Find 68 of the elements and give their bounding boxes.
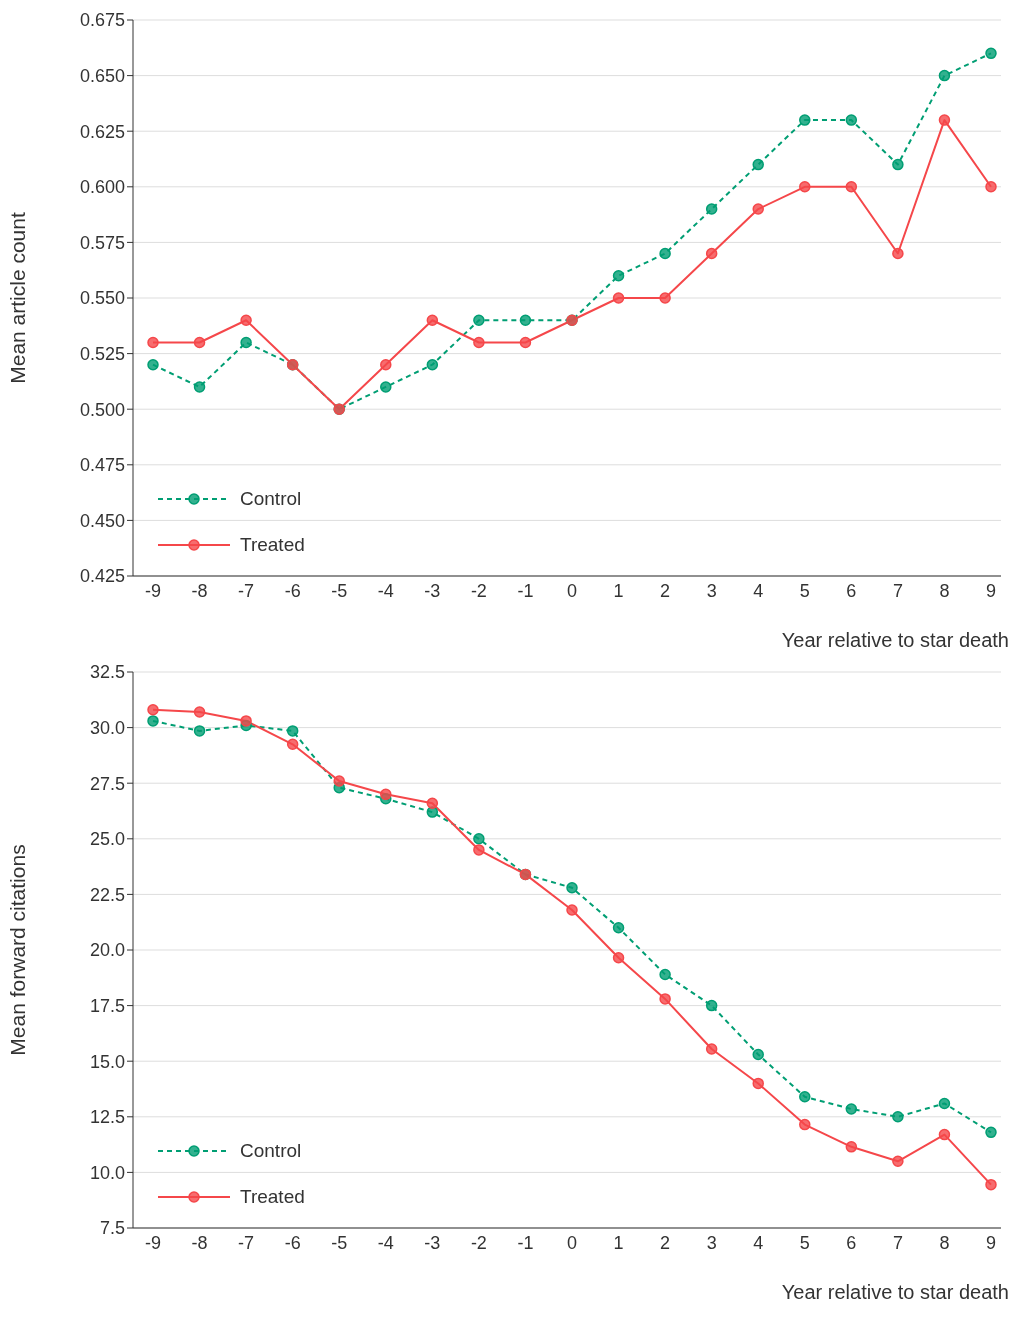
y-tick-label: 12.5 (89, 1107, 125, 1128)
x-tick-label: 9 (985, 580, 997, 601)
x-tick-label: 4 (753, 1232, 764, 1253)
x-tick-label: -3 (424, 1232, 441, 1253)
x-tick-label: 4 (753, 580, 764, 601)
x-tick-label: 5 (799, 580, 810, 601)
x-tick-label: -8 (191, 1232, 208, 1253)
y-tick-label: 22.5 (89, 884, 125, 905)
y-tick-label: 0.500 (79, 399, 125, 420)
y-tick-label: 0.550 (79, 288, 125, 309)
x-tick-label: 9 (985, 1232, 997, 1253)
y-axis-title: Mean article count (6, 212, 30, 384)
x-tick-label: 0 (566, 580, 578, 601)
y-tick-label: 27.5 (89, 773, 125, 794)
y-tick-label: 0.575 (79, 232, 125, 253)
x-tick-label: 6 (846, 580, 857, 601)
x-tick-label: 7 (892, 1232, 903, 1253)
y-tick-label: 0.600 (79, 177, 125, 198)
x-tick-label: -4 (377, 1232, 394, 1253)
y-tick-label: 0.625 (79, 121, 125, 142)
y-tick-label: 0.525 (79, 343, 125, 364)
y-tick-label: 0.650 (79, 65, 125, 86)
x-tick-label: -3 (424, 580, 441, 601)
x-tick-label: -8 (191, 580, 208, 601)
x-tick-label: 1 (613, 1232, 624, 1253)
y-axis-title: Mean forward citations (6, 844, 30, 1056)
y-tick-label: 32.5 (89, 662, 125, 683)
y-tick-label: 15.0 (89, 1051, 125, 1072)
x-tick-label: -2 (470, 580, 487, 601)
y-tick-label: 0.475 (79, 455, 125, 476)
y-tick-label: 0.675 (79, 10, 125, 31)
x-tick-label: 1 (613, 580, 624, 601)
x-tick-label: 6 (846, 1232, 857, 1253)
x-tick-label: 3 (706, 1232, 717, 1253)
x-tick-label: -6 (284, 1232, 301, 1253)
y-tick-label: 20.0 (89, 940, 125, 961)
x-tick-label: -1 (517, 580, 534, 601)
y-tick-label: 30.0 (89, 717, 125, 738)
x-tick-label: -6 (284, 580, 301, 601)
y-tick-label: 7.5 (99, 1218, 125, 1239)
x-axis-title: Year relative to star death (781, 1281, 1009, 1304)
legend-label: Treated (240, 1186, 305, 1208)
x-tick-label: -7 (238, 580, 255, 601)
y-tick-label: 0.450 (79, 510, 125, 531)
x-tick-label: -5 (331, 1232, 348, 1253)
y-tick-label: 25.0 (89, 829, 125, 850)
x-tick-label: 5 (799, 1232, 810, 1253)
x-tick-label: 8 (939, 580, 950, 601)
x-tick-label: 2 (660, 580, 671, 601)
x-tick-label: -7 (238, 1232, 255, 1253)
x-tick-label: 7 (892, 580, 903, 601)
x-tick-label: -2 (470, 1232, 487, 1253)
x-tick-label: -4 (377, 580, 394, 601)
y-tick-label: 10.0 (89, 1162, 125, 1183)
x-axis-title: Year relative to star death (781, 629, 1009, 652)
legend-label: Control (240, 1140, 302, 1162)
y-tick-label: 17.5 (89, 995, 125, 1016)
x-tick-label: 0 (566, 1232, 578, 1253)
legend-label: Treated (240, 534, 305, 556)
x-tick-label: 3 (706, 580, 717, 601)
legend-label: Control (240, 488, 302, 510)
x-tick-label: -9 (144, 1232, 162, 1253)
x-tick-label: 2 (660, 1232, 671, 1253)
x-tick-label: -9 (144, 580, 162, 601)
x-tick-label: -5 (331, 580, 348, 601)
y-tick-label: 0.425 (79, 566, 125, 587)
x-tick-label: -1 (517, 1232, 534, 1253)
x-tick-label: 8 (939, 1232, 950, 1253)
